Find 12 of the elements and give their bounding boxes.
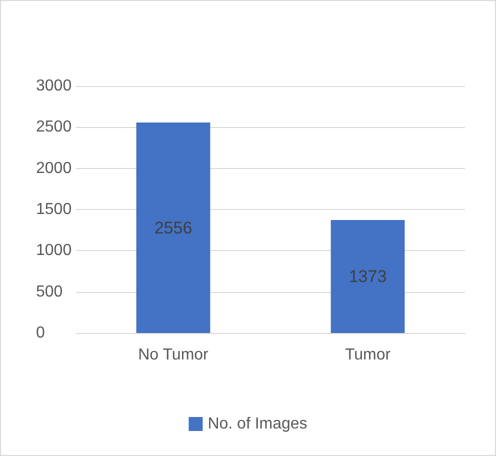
x-tick-label: Tumor	[344, 346, 392, 364]
y-tick-label: 2000	[36, 160, 72, 177]
legend-label: No. of Images	[208, 416, 308, 432]
y-tick-label: 1500	[36, 201, 72, 218]
y-tick-label: 2500	[36, 118, 72, 136]
y-tick-label: 0	[36, 324, 45, 342]
y-tick-label: 500	[36, 283, 63, 300]
data-label: 1373	[348, 266, 387, 286]
x-tick-label: No Tumor	[138, 346, 210, 364]
data-label: 2556	[154, 218, 192, 238]
y-tick-label: 3000	[36, 78, 72, 94]
y-tick-label: 1000	[36, 242, 72, 260]
